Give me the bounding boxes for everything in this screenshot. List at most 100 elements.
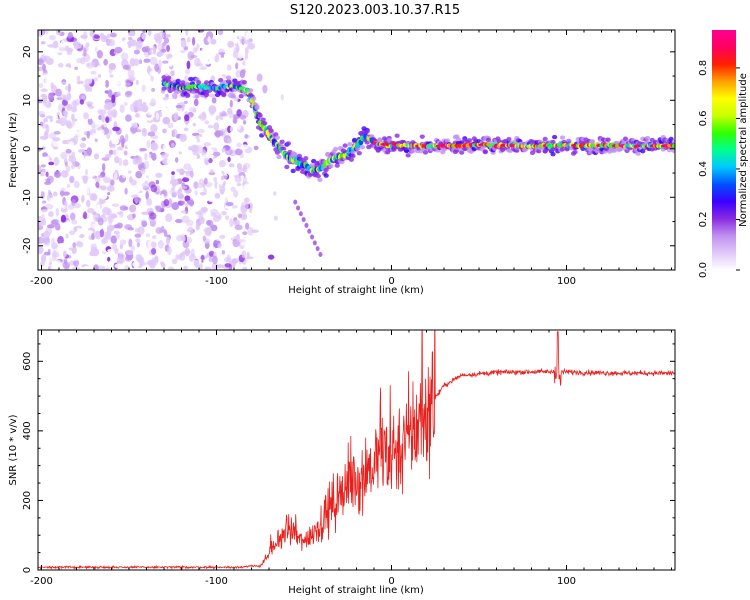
- spectrogram-noise-blob: [194, 57, 201, 67]
- spectrogram-noise-blob: [73, 259, 80, 267]
- spectrogram-noise-blob: [155, 227, 163, 235]
- spectrogram-noise-blob: [203, 60, 212, 65]
- spectrogram-noise-blob: [141, 220, 148, 228]
- spectrogram-noise-blob: [216, 130, 224, 137]
- spectrogram-noise-blob: [124, 265, 130, 270]
- spectrogram-noise-blob: [235, 235, 241, 242]
- spectrogram-noise-blob: [233, 189, 239, 198]
- spectrogram-noise-blob: [107, 215, 113, 225]
- spectrogram-noise-blob: [155, 205, 162, 212]
- spectrogram-noise-blob: [197, 258, 202, 263]
- spectrogram-noise-blob: [168, 58, 173, 67]
- spectrogram-noise-blob: [171, 92, 178, 100]
- spectrogram-noise-blob: [117, 85, 125, 90]
- spectrogram-noise-blob: [197, 30, 205, 33]
- spectrogram-noise-blob: [180, 49, 186, 54]
- spectrogram-noise-blob: [240, 201, 249, 210]
- spectrogram-noise-blob: [93, 153, 99, 160]
- spectrogram-noise-blob: [146, 259, 155, 267]
- spectrogram-noise-blob: [181, 215, 190, 223]
- spectrogram-noise-blob: [229, 163, 235, 168]
- spectrogram-noise-blob: [219, 138, 225, 148]
- spectrogram-noise-blob: [199, 216, 205, 224]
- spectrogram-noise-blob: [48, 197, 55, 205]
- spectrogram-noise-blob: [166, 44, 171, 52]
- figure-title: S120.2023.003.10.37.R15: [290, 3, 460, 18]
- spectrogram-noise-blob: [128, 135, 134, 139]
- spectrogram-noise-blob: [178, 151, 182, 155]
- spectrogram-noise-blob: [201, 154, 209, 159]
- spectrogram-ridge-halo: [248, 88, 254, 93]
- spectrogram-ridge-halo: [459, 150, 465, 155]
- spectrogram-noise-blob: [172, 128, 178, 138]
- spectrogram-noise-blob: [60, 187, 66, 192]
- spectrogram-noise-blob: [76, 58, 83, 64]
- spectrogram-noise-blob: [72, 242, 77, 248]
- spectrogram-ridge-halo: [281, 146, 287, 152]
- spectrogram-x-label: Height of straight line (km): [288, 285, 424, 296]
- spectrogram-noise-blob: [151, 248, 157, 255]
- spectrogram-noise-blob: [151, 240, 157, 249]
- spectrogram-noise-blob: [198, 263, 203, 270]
- spectrogram-ridge-halo: [323, 167, 329, 173]
- spectrogram-noise-blob: [199, 133, 203, 138]
- spectrogram-ridge-halo: [290, 168, 296, 174]
- spectrogram-ridge-halo: [605, 137, 611, 142]
- spectrogram-noise-blob: [53, 156, 60, 166]
- spectrogram-noise-blob: [147, 131, 156, 137]
- colorbar-tick-label: 0.4: [698, 161, 709, 177]
- spectrogram-noise-blob: [109, 74, 114, 78]
- snr-frame: [37, 329, 676, 571]
- spectrogram-noise-blob: [46, 224, 55, 229]
- spectrogram-noise-blob: [105, 172, 114, 178]
- spectrogram-noise-blob: [194, 190, 198, 196]
- colorbar-tick-label: 0.0: [698, 262, 709, 278]
- spectrogram-noise-blob: [175, 184, 180, 190]
- spectrogram-noise-blob: [147, 65, 151, 75]
- spectrogram-noise-blob: [152, 239, 159, 243]
- spectrogram-noise-blob: [220, 37, 228, 45]
- spectrogram-noise-blob: [61, 99, 68, 106]
- spectrogram-noise-blob: [204, 266, 212, 270]
- spectrogram-ridge-halo: [230, 94, 236, 99]
- spectrogram-noise-blob: [247, 42, 256, 50]
- spectrogram-noise-blob: [239, 69, 246, 79]
- spectrogram-noise-blob: [70, 236, 78, 241]
- spectrogram-noise-blob: [42, 63, 46, 72]
- spectrogram-noise-blob: [65, 164, 71, 173]
- spectrogram-noise-blob: [38, 58, 44, 66]
- spectrogram-noise-blob: [150, 193, 158, 198]
- spectrogram-noise-blob: [133, 187, 141, 193]
- spectrogram-ridge-halo: [403, 148, 410, 154]
- spectrogram-noise-blob: [64, 66, 71, 71]
- spectrogram-noise-blob: [45, 171, 49, 177]
- spectrogram-noise-blob: [110, 179, 115, 186]
- spectrogram-noise-blob: [57, 235, 64, 245]
- spectrogram-noise-blob: [39, 172, 45, 177]
- spectrogram-noise-blob: [195, 222, 200, 231]
- spectrogram-noise-blob: [116, 96, 122, 101]
- spectrogram-noise-blob: [215, 115, 224, 122]
- spectrogram-x-tick-label: -100: [205, 276, 228, 287]
- spectrogram-noise-blob: [171, 258, 178, 265]
- spectrogram-noise-blob: [210, 38, 217, 45]
- spectrogram-noise-blob: [175, 249, 183, 254]
- spectrogram-ridge-halo: [328, 163, 334, 169]
- spectrogram-noise-blob: [60, 40, 65, 47]
- spectrogram-noise-blob: [38, 83, 44, 88]
- spectrogram-noise-blob: [119, 205, 128, 211]
- spectrogram-noise-blob: [273, 191, 277, 196]
- spectrogram-noise-blob: [93, 34, 100, 39]
- spectrogram-noise-blob: [232, 117, 238, 124]
- spectrogram-noise-blob: [195, 121, 203, 130]
- spectrogram-noise-blob: [217, 118, 221, 126]
- spectrogram-noise-blob: [86, 182, 95, 186]
- spectrogram-noise-blob: [236, 109, 242, 117]
- spectrogram-noise-blob: [101, 136, 105, 143]
- spectrogram-noise-blob: [64, 85, 69, 91]
- spectrogram-noise-blob: [110, 108, 118, 118]
- snr-x-ticks: -200 -100 0 100: [30, 330, 672, 587]
- spectrogram-noise-blob: [244, 58, 252, 67]
- spectrogram-noise-blob: [76, 129, 84, 139]
- spectrogram-noise-blob: [78, 148, 86, 153]
